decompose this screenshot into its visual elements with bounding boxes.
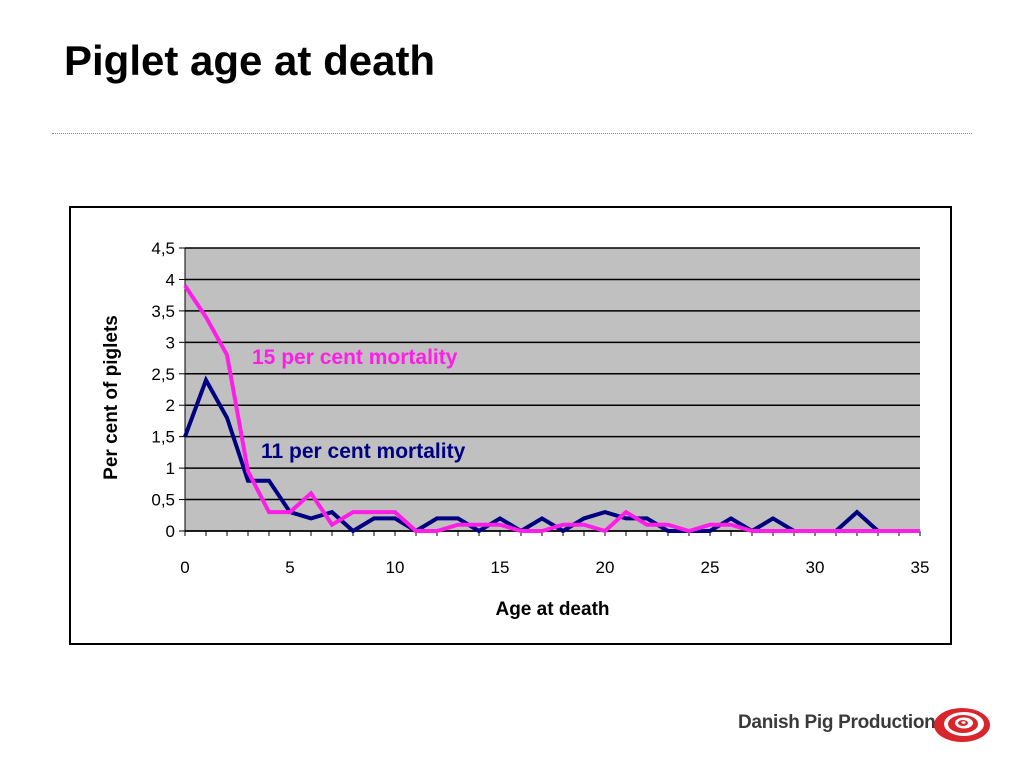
title-divider [52,133,972,134]
x-tick-label: 25 [701,558,720,577]
y-tick-label: 1 [166,459,175,478]
y-tick-label: 4 [166,270,175,289]
y-tick-label: 2 [166,396,175,415]
x-tick-label: 30 [806,558,825,577]
x-tick-label: 0 [180,558,189,577]
x-axis-title: Age at death [495,599,609,620]
gridlines [185,247,920,532]
y-tick-label: 0 [166,522,175,541]
x-tick-label: 5 [285,558,294,577]
chart-frame: 0 0,5 1 1,5 2 2,5 3 3,5 4 4,5 0 5 10 15 20 25 30 35 15 pe… [69,206,952,645]
x-tick-label: 10 [386,558,405,577]
y-tick-label: 4,5 [151,239,175,258]
annotation-15-per-cent: 15 per cent mortality [252,346,458,369]
plot-area [185,248,920,531]
swirl-logo-icon [934,708,990,742]
x-tick-label: 20 [596,558,615,577]
y-tick-label: 3 [166,333,175,352]
line-chart: 0 0,5 1 1,5 2 2,5 3 3,5 4 4,5 0 5 10 15 20 25 30 35 15 pe… [101,239,929,620]
page-title: Piglet age at death [64,37,436,84]
series-line-15-per-cent [183,284,920,534]
logo-text: Danish Pig Production [738,712,936,733]
series-lines [183,284,920,534]
axes: 0 0,5 1 1,5 2 2,5 3 3,5 4 4,5 0 5 10 15 20 25 30 35 [151,239,929,577]
annotation-11-per-cent: 11 per cent mortality [261,440,466,463]
x-tick-label: 35 [911,558,930,577]
y-tick-label: 2,5 [151,365,175,384]
y-tick-label: 0,5 [151,491,175,510]
y-tick-label: 1,5 [151,428,175,447]
company-logo: Danish Pig Production [738,706,1000,746]
y-tick-label: 3,5 [151,302,175,321]
x-tick-label: 15 [491,558,510,577]
y-axis-title: Per cent of piglets [101,315,122,480]
